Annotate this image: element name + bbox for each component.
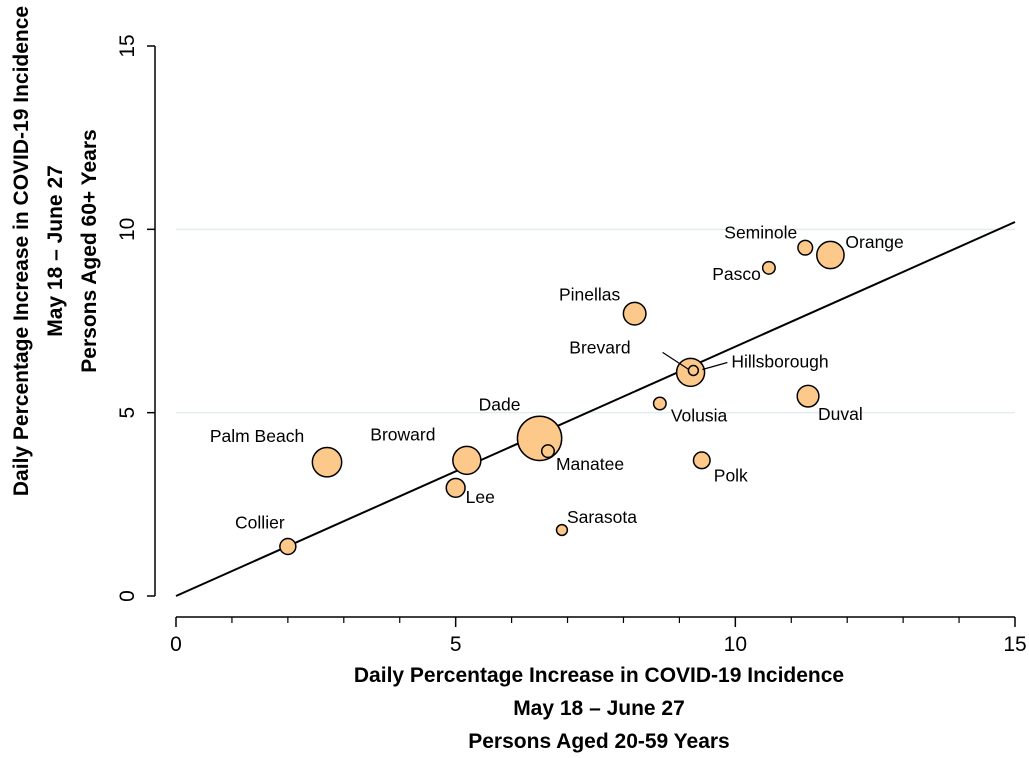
data-points — [279, 239, 845, 556]
label-duval: Duval — [818, 404, 863, 424]
label-hillsborough: Hillsborough — [731, 352, 828, 372]
label-manatee: Manatee — [556, 454, 624, 474]
y-tick-label: 15 — [116, 34, 139, 57]
x-tick-label: 0 — [170, 633, 182, 656]
label-collier: Collier — [235, 513, 285, 533]
y-tick-label: 10 — [116, 218, 139, 241]
axis-titles: Daily Percentage Increase in COVID-19 In… — [10, 6, 844, 753]
y-tick-label: 0 — [116, 590, 139, 602]
point-labels: Collier Palm Beach Lee Broward Dade Manatee Sa… — [210, 223, 904, 533]
point-lee — [445, 477, 466, 498]
point-palm-beach — [311, 446, 343, 478]
y-tick-label: 5 — [116, 407, 139, 419]
point-pinellas — [622, 301, 647, 326]
x-tick-label: 10 — [724, 633, 747, 656]
leader-line-brevard — [662, 351, 689, 370]
point-duval — [796, 384, 820, 408]
label-dade: Dade — [479, 394, 521, 414]
y-axis-title-line: Persons Aged 60+ Years — [78, 129, 101, 372]
y-axis-title-line: May 18 – June 27 — [44, 165, 67, 337]
label-palm-beach: Palm Beach — [210, 426, 304, 446]
point-orange — [816, 240, 845, 270]
point-pasco — [761, 260, 776, 275]
label-lee: Lee — [466, 487, 495, 507]
point-seminole — [797, 239, 814, 256]
point-collier — [279, 537, 297, 556]
axes: 0 5 10 15 0 5 10 15 — [116, 34, 1027, 656]
x-axis-title-line: Daily Percentage Increase in COVID-19 In… — [354, 664, 844, 687]
label-broward: Broward — [370, 424, 435, 444]
x-axis-title-line: Persons Aged 20-59 Years — [468, 730, 730, 753]
x-tick-label: 15 — [1003, 633, 1026, 656]
label-polk: Polk — [714, 465, 748, 485]
x-tick-label: 5 — [450, 633, 462, 656]
gridlines — [176, 228, 1015, 414]
label-brevard: Brevard — [569, 337, 630, 357]
point-hillsborough — [687, 364, 700, 377]
label-pinellas: Pinellas — [559, 285, 621, 305]
y-axis-title-line: Daily Percentage Increase in COVID-19 In… — [10, 6, 33, 496]
point-sarasota — [555, 523, 569, 537]
leader-line-hillsborough — [702, 361, 728, 371]
label-orange: Orange — [845, 232, 903, 252]
label-volusia: Volusia — [671, 406, 728, 426]
label-pasco: Pasco — [712, 264, 761, 284]
point-broward — [452, 445, 482, 476]
point-volusia — [652, 396, 667, 411]
label-seminole: Seminole — [724, 223, 797, 243]
reference-line-group — [175, 221, 1016, 597]
point-manatee — [540, 444, 555, 459]
reference-line — [175, 221, 1016, 597]
label-sarasota: Sarasota — [567, 507, 637, 527]
point-polk — [692, 451, 711, 470]
x-axis-title-line: May 18 – June 27 — [513, 697, 685, 720]
